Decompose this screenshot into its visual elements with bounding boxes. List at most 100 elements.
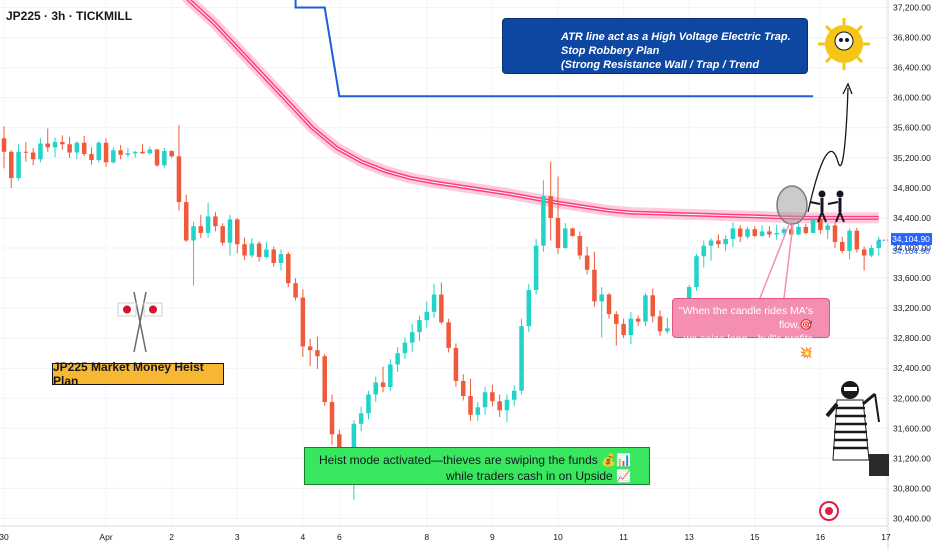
candle-body: [686, 287, 692, 305]
candle: [854, 227, 860, 253]
candle: [205, 202, 211, 238]
atr-note-line2: (Strong Resistance Wall / Trap / Trend R…: [561, 59, 760, 85]
y-tick-label: 31,600.00: [893, 423, 931, 433]
candle: [96, 141, 102, 163]
candle: [869, 244, 874, 257]
y-tick-label: 30,800.00: [893, 483, 931, 493]
x-tick-label: 30: [0, 532, 9, 542]
candle-body: [752, 229, 758, 236]
candle: [191, 221, 196, 286]
atr-trap-line: [294, 0, 814, 98]
candle-body: [30, 152, 36, 160]
candle: [81, 136, 87, 157]
candle: [103, 138, 109, 167]
candle-body: [417, 320, 422, 333]
candle-body: [869, 247, 874, 256]
y-tick-label: 33,200.00: [893, 303, 931, 313]
y-tick-label: 34,800.00: [893, 183, 931, 193]
candle-series: [1, 124, 888, 500]
candle: [701, 240, 707, 268]
candle-body: [395, 353, 400, 365]
candle-body: [716, 240, 721, 245]
candle-body: [730, 228, 736, 239]
y-tick-label: 32,800.00: [893, 333, 931, 343]
candle-body: [628, 318, 634, 336]
candle: [52, 137, 58, 158]
svg-text:34,104.90: 34,104.90: [892, 246, 930, 256]
candle: [307, 338, 313, 366]
candle-body: [111, 150, 116, 163]
candle-body: [402, 342, 408, 354]
candle: [774, 224, 779, 240]
skull-sun-icon: [818, 18, 870, 70]
guards-icon: [809, 190, 845, 223]
candle-body: [132, 151, 138, 154]
candle-body: [701, 245, 707, 257]
candle: [876, 236, 881, 256]
candle: [380, 366, 386, 393]
x-tick-label: 13: [684, 532, 694, 542]
candle: [599, 287, 604, 338]
pointer-line: [783, 223, 794, 299]
candle-body: [745, 229, 750, 237]
candle: [249, 238, 255, 258]
candle-body: [96, 142, 102, 161]
candle-body: [169, 151, 174, 157]
candle-body: [635, 318, 641, 322]
candle-body: [453, 347, 459, 381]
candle-body: [81, 142, 87, 155]
candle: [519, 318, 524, 395]
candle: [650, 288, 656, 323]
candle: [388, 359, 393, 391]
candle: [67, 136, 72, 158]
heist-note-line1: Heist mode activated—thieves are swiping…: [318, 453, 631, 467]
candle: [358, 406, 364, 432]
candle: [322, 353, 327, 406]
candle-body: [439, 294, 444, 323]
candle: [293, 278, 298, 301]
candle-body: [380, 382, 386, 387]
candle-body: [723, 238, 728, 245]
candle: [468, 378, 473, 421]
candle: [453, 343, 459, 387]
candle-body: [504, 399, 510, 411]
candle: [45, 128, 50, 152]
candle-body: [788, 229, 794, 235]
candle-body: [854, 230, 860, 250]
candle-body: [818, 219, 823, 230]
circle-target-icon: [819, 501, 839, 521]
y-tick-label: 36,400.00: [893, 63, 931, 73]
candle-body: [45, 143, 50, 148]
candle: [329, 394, 335, 445]
candle: [621, 318, 626, 339]
candle: [439, 282, 444, 324]
y-tick-label: 34,000.00: [893, 243, 931, 253]
candle-body: [9, 151, 14, 179]
candle: [271, 246, 276, 267]
heist-note-line2: while traders cash in on Upside 📈: [445, 469, 631, 483]
candle: [460, 374, 466, 401]
candle-body: [796, 226, 801, 235]
candle: [234, 217, 240, 254]
candle: [220, 223, 225, 246]
candle-body: [1, 138, 7, 152]
candle: [169, 150, 174, 158]
thief-figure-icon: [825, 381, 889, 476]
candle-body: [140, 151, 145, 154]
x-axis: 30 Apr 2 3 4 6 8 9 10 11 13 15 16 17: [0, 525, 891, 542]
x-tick-label: 6: [337, 532, 342, 542]
candle: [614, 311, 619, 346]
candle: [16, 144, 21, 181]
candle: [132, 151, 138, 158]
candle: [628, 311, 634, 345]
candle: [818, 216, 823, 234]
projection-arrow-head: [842, 82, 853, 95]
candle: [570, 227, 575, 237]
candle: [74, 141, 80, 160]
candle-body: [840, 241, 845, 251]
candle: [577, 231, 583, 260]
candle: [147, 146, 153, 155]
candle-body: [198, 226, 204, 233]
candle-body: [643, 295, 648, 322]
candle-body: [803, 226, 809, 233]
